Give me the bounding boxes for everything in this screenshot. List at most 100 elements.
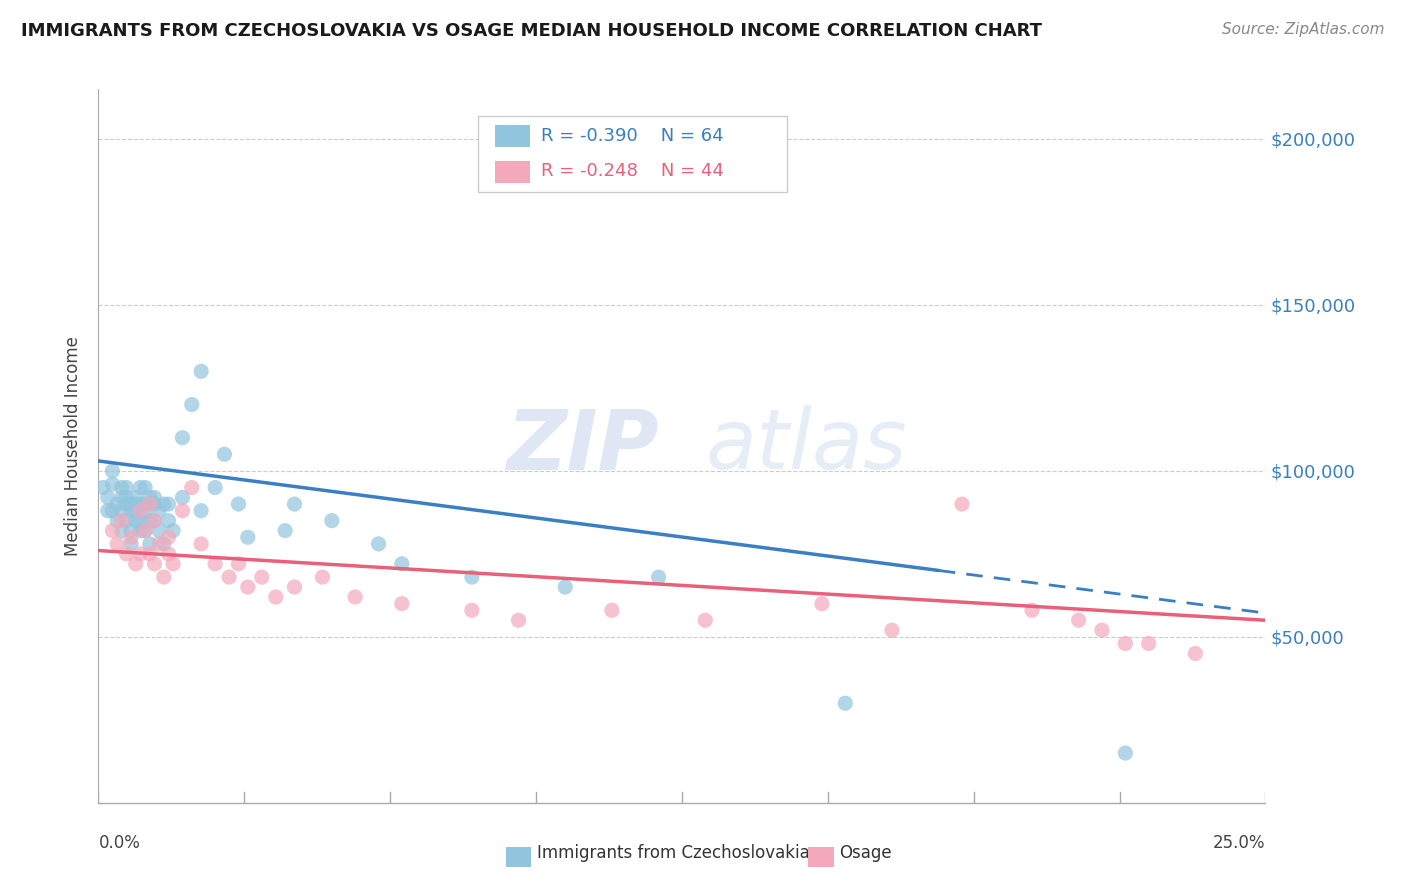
- Point: [148, 537, 170, 551]
- Point: [600, 603, 623, 617]
- Point: [162, 524, 184, 538]
- Point: [157, 514, 180, 528]
- Point: [134, 524, 156, 538]
- Point: [129, 547, 152, 561]
- Point: [152, 570, 174, 584]
- Point: [1184, 647, 1206, 661]
- Text: atlas: atlas: [706, 406, 907, 486]
- Point: [129, 497, 152, 511]
- Point: [105, 497, 128, 511]
- Point: [1091, 624, 1114, 638]
- Text: Immigrants from Czechoslovakia: Immigrants from Czechoslovakia: [537, 844, 810, 862]
- Point: [115, 481, 138, 495]
- Point: [101, 504, 124, 518]
- Point: [139, 514, 162, 528]
- Point: [111, 491, 134, 505]
- Point: [143, 491, 166, 505]
- Point: [91, 481, 114, 495]
- Point: [236, 530, 259, 544]
- Point: [811, 597, 834, 611]
- Point: [125, 514, 148, 528]
- Point: [129, 504, 152, 518]
- Point: [204, 557, 226, 571]
- Y-axis label: Median Household Income: Median Household Income: [65, 336, 83, 556]
- Point: [125, 497, 148, 511]
- Point: [157, 530, 180, 544]
- Point: [105, 537, 128, 551]
- Point: [152, 537, 174, 551]
- Point: [344, 590, 367, 604]
- Point: [101, 477, 124, 491]
- Point: [1021, 603, 1043, 617]
- Point: [143, 497, 166, 511]
- Point: [120, 537, 142, 551]
- Point: [139, 491, 162, 505]
- Point: [152, 497, 174, 511]
- Point: [125, 491, 148, 505]
- Point: [97, 504, 120, 518]
- Point: [950, 497, 973, 511]
- Text: 25.0%: 25.0%: [1213, 834, 1265, 852]
- Point: [321, 514, 343, 528]
- Point: [190, 364, 212, 378]
- Point: [115, 514, 138, 528]
- Point: [172, 504, 194, 518]
- Point: [391, 557, 413, 571]
- Point: [143, 557, 166, 571]
- Point: [115, 497, 138, 511]
- Point: [172, 431, 194, 445]
- Point: [508, 613, 530, 627]
- Point: [647, 570, 669, 584]
- Text: Osage: Osage: [839, 844, 891, 862]
- Point: [283, 580, 305, 594]
- Point: [311, 570, 333, 584]
- Point: [180, 397, 202, 411]
- Point: [139, 497, 162, 511]
- Point: [1067, 613, 1090, 627]
- Point: [250, 570, 273, 584]
- Point: [274, 524, 297, 538]
- Point: [190, 504, 212, 518]
- Point: [101, 524, 124, 538]
- Text: 0.0%: 0.0%: [98, 834, 141, 852]
- Point: [218, 570, 240, 584]
- Point: [134, 481, 156, 495]
- Point: [111, 481, 134, 495]
- Point: [115, 491, 138, 505]
- Text: R = -0.248    N = 44: R = -0.248 N = 44: [541, 162, 724, 180]
- Point: [190, 537, 212, 551]
- Point: [157, 497, 180, 511]
- Point: [111, 524, 134, 538]
- Text: Source: ZipAtlas.com: Source: ZipAtlas.com: [1222, 22, 1385, 37]
- Point: [880, 624, 903, 638]
- Point: [148, 504, 170, 518]
- Point: [120, 524, 142, 538]
- Point: [180, 481, 202, 495]
- Point: [105, 514, 128, 528]
- Point: [129, 524, 152, 538]
- Point: [120, 530, 142, 544]
- Point: [120, 504, 142, 518]
- Point: [129, 514, 152, 528]
- Point: [129, 481, 152, 495]
- Point: [1114, 636, 1136, 650]
- Point: [111, 514, 134, 528]
- Point: [214, 447, 236, 461]
- Point: [157, 547, 180, 561]
- Point: [125, 557, 148, 571]
- Point: [228, 497, 250, 511]
- Point: [228, 557, 250, 571]
- Point: [148, 524, 170, 538]
- Point: [115, 547, 138, 561]
- Point: [367, 537, 389, 551]
- Point: [172, 491, 194, 505]
- Point: [264, 590, 287, 604]
- Point: [695, 613, 717, 627]
- Point: [143, 514, 166, 528]
- Point: [125, 504, 148, 518]
- Point: [139, 537, 162, 551]
- Point: [134, 524, 156, 538]
- Point: [101, 464, 124, 478]
- Point: [283, 497, 305, 511]
- Point: [236, 580, 259, 594]
